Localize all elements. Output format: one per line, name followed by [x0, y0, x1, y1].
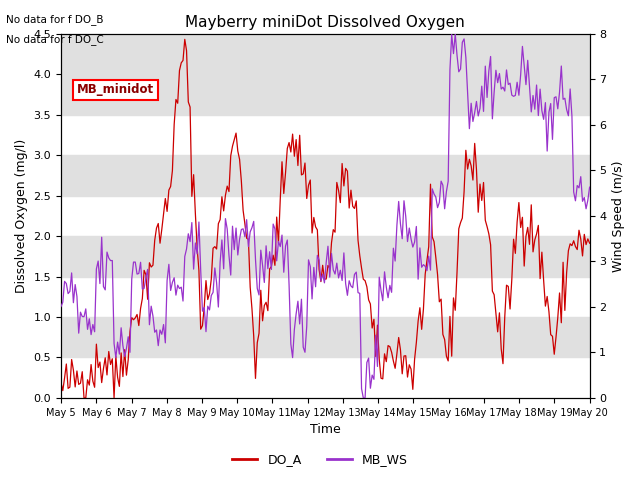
Title: Mayberry miniDot Dissolved Oxygen: Mayberry miniDot Dissolved Oxygen [186, 15, 465, 30]
Bar [61, 236, 589, 276]
Y-axis label: Wind Speed (m/s): Wind Speed (m/s) [612, 160, 625, 272]
X-axis label: Time: Time [310, 423, 340, 436]
Bar [61, 155, 589, 196]
Bar [61, 317, 589, 358]
Text: No data for f DO_B: No data for f DO_B [6, 14, 104, 25]
Y-axis label: Dissolved Oxygen (mg/l): Dissolved Oxygen (mg/l) [15, 139, 28, 293]
Text: No data for f DO_C: No data for f DO_C [6, 34, 104, 45]
Legend: DO_A, MB_WS: DO_A, MB_WS [227, 448, 413, 471]
Bar [61, 34, 589, 115]
Text: MB_minidot: MB_minidot [77, 83, 154, 96]
